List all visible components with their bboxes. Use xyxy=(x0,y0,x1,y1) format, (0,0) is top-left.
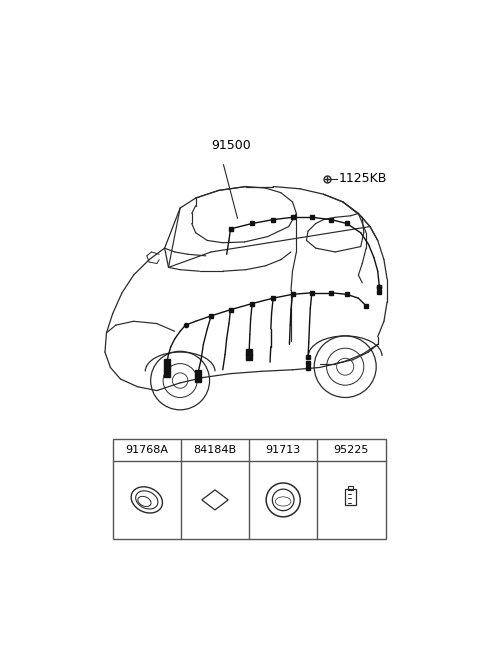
Bar xyxy=(113,439,385,539)
Text: 91713: 91713 xyxy=(265,445,301,455)
Text: 91500: 91500 xyxy=(211,139,251,152)
Bar xyxy=(348,486,353,490)
Text: 91768A: 91768A xyxy=(125,445,168,455)
Text: 84184B: 84184B xyxy=(193,445,237,455)
Text: 95225: 95225 xyxy=(334,445,369,455)
Bar xyxy=(345,489,356,504)
Text: 1125KB: 1125KB xyxy=(338,173,386,186)
